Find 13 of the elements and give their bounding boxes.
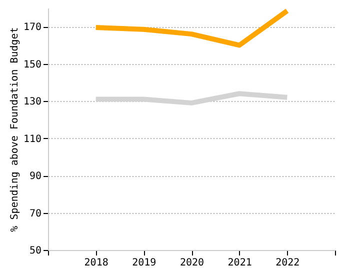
y-axis-title: % Spending above Foundation Budget bbox=[9, 27, 20, 232]
x-tick-label: 2022 bbox=[276, 258, 300, 268]
y-tick-label: 110 bbox=[23, 134, 42, 145]
y-tick-label: 170 bbox=[23, 22, 42, 34]
y-tick-label: 130 bbox=[23, 96, 42, 108]
x-tick-label: 2018 bbox=[84, 258, 108, 268]
y-tick-label: 70 bbox=[29, 208, 42, 220]
x-tick-label: 2020 bbox=[180, 258, 204, 268]
y-tick-label: 90 bbox=[29, 171, 42, 182]
y-tick-label: 50 bbox=[29, 246, 42, 256]
x-tick-label: 2021 bbox=[228, 258, 252, 268]
y-tick-label: 150 bbox=[23, 59, 42, 70]
x-tick-label: 2019 bbox=[132, 258, 156, 268]
